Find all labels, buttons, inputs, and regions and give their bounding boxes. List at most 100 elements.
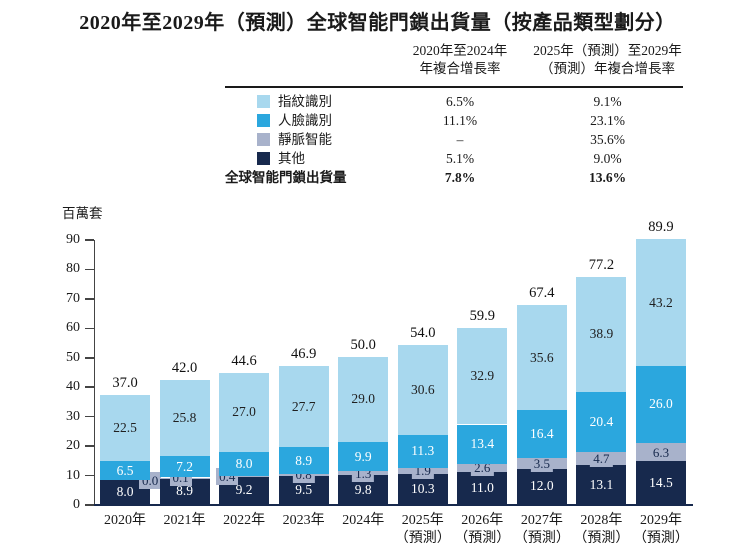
- segment-value-label: 27.7: [291, 398, 316, 414]
- x-axis-forecast-note: （預測）: [632, 531, 689, 546]
- x-axis-category-label: 2022年: [223, 513, 266, 528]
- x-axis-category-label: 2024年: [342, 513, 385, 528]
- x-axis-category-label: 2023年: [282, 513, 325, 528]
- y-axis-tick-label: 50: [66, 349, 80, 365]
- x-axis-category-label: 2025年: [401, 513, 444, 528]
- segment-value-label: 13.4: [470, 436, 495, 452]
- cagr-total-value: 13.6%: [588, 170, 627, 185]
- cagr-value: 6.5%: [445, 94, 475, 109]
- bar-segment-人臉識別: [576, 391, 627, 452]
- bar-segment-指紋識別: [159, 380, 210, 457]
- cagr-total-value: 7.8%: [444, 170, 476, 185]
- y-axis-tick: [85, 327, 94, 330]
- x-axis-forecast-note: （預測）: [573, 531, 630, 546]
- bar-total-label: 67.4: [529, 285, 555, 302]
- bar-segment-人臉識別: [219, 452, 270, 476]
- vein-value-callout: 3.5: [530, 455, 553, 472]
- cagr-table-body: 指紋識別 6.5% 9.1% 人臉識別 11.1% 23.1% 靜脈智能 – 3…: [225, 92, 685, 187]
- segment-value-label: 22.5: [113, 420, 137, 436]
- x-axis-category-label: 2021年: [163, 513, 206, 528]
- vein-value-callout: 6.3: [649, 443, 673, 461]
- segment-value-label: 38.9: [589, 326, 614, 342]
- segment-value-label: 13.1: [589, 476, 614, 492]
- bar-segment-人臉識別: [159, 456, 210, 478]
- cagr-value: 11.1%: [442, 113, 478, 128]
- y-axis-unit-label: 百萬套: [62, 206, 103, 221]
- bar-segment-指紋識別: [516, 305, 567, 411]
- segment-value-label: 16.4: [530, 426, 554, 442]
- bar-segment-指紋識別: [100, 395, 150, 462]
- bar-segment-其他: [576, 465, 627, 504]
- y-axis-tick: [85, 474, 94, 477]
- bar-segment-指紋識別: [397, 344, 448, 435]
- cagr-col1-header: 2020年至2024年 年複合增長率: [380, 42, 540, 78]
- legend-swatch-fingerprint-icon: [257, 95, 270, 108]
- y-axis-tick-label: 10: [66, 467, 80, 483]
- y-axis-tick-label: 0: [73, 497, 80, 512]
- bar-segment-靜脈智能: [219, 475, 270, 477]
- bar-total-label: 42.0: [171, 360, 198, 377]
- bar-segment-其他: [100, 480, 150, 504]
- segment-value-label: 9.2: [235, 482, 253, 498]
- bar-total-label: 54.0: [410, 324, 436, 341]
- legend-swatch-face-icon: [257, 114, 270, 127]
- bar-segment-人臉識別: [635, 366, 686, 443]
- x-axis-category-label: 2027年: [520, 513, 563, 528]
- cagr-value: –: [456, 132, 464, 147]
- legend-label: 人臉識別: [278, 113, 332, 128]
- bar-segment-指紋識別: [635, 239, 686, 367]
- chart-title: 2020年至2029年（預測）全球智能門鎖出貨量（按產品類型劃分）: [79, 12, 676, 34]
- bar-segment-指紋識別: [457, 327, 508, 425]
- bar-segment-指紋識別: [219, 372, 270, 453]
- bar-segment-指紋識別: [338, 356, 389, 443]
- y-axis-tick-label: 80: [66, 261, 80, 277]
- cagr-value: 9.0%: [593, 151, 622, 166]
- y-axis-tick: [85, 239, 94, 241]
- x-axis-forecast-note: （預測）: [454, 531, 511, 546]
- cagr-col1-header-line2: 年複合增長率: [419, 61, 501, 76]
- y-axis-tick: [85, 298, 94, 300]
- table-row: 靜脈智能 – 35.6%: [225, 130, 685, 149]
- x-axis-category-label: 2020年: [104, 513, 146, 528]
- legend-swatch-others-icon: [257, 152, 270, 165]
- cagr-value: 9.1%: [593, 94, 622, 109]
- legend-label: 指紋識別: [278, 94, 332, 109]
- segment-value-label: 43.2: [649, 294, 673, 310]
- segment-value-label: 9.9: [354, 448, 372, 464]
- cagr-value: 35.6%: [590, 132, 625, 147]
- y-axis-tick: [85, 386, 94, 388]
- vein-value-callout: 4.7: [590, 450, 613, 467]
- y-axis-tick: [85, 268, 94, 271]
- legend-label: 其他: [278, 151, 305, 166]
- bar-total-label: 77.2: [588, 256, 615, 273]
- segment-value-label: 10.3: [410, 480, 435, 496]
- y-axis-line: [94, 240, 95, 505]
- segment-value-label: 35.6: [530, 349, 554, 365]
- y-axis-tick-label: 70: [66, 290, 80, 306]
- bar-segment-人臉識別: [397, 434, 448, 469]
- segment-value-label: 12.0: [530, 478, 554, 494]
- y-axis-tick-label: 60: [66, 320, 80, 336]
- segment-value-label: 7.2: [176, 458, 193, 474]
- segment-value-label: 30.6: [410, 381, 435, 397]
- cagr-value: 23.1%: [590, 113, 625, 128]
- y-axis-tick-label: 90: [66, 232, 80, 247]
- table-row: 指紋識別 6.5% 9.1%: [225, 92, 685, 111]
- bar-segment-人臉識別: [457, 424, 508, 464]
- segment-value-label: 9.8: [354, 481, 372, 497]
- segment-value-label: 27.0: [232, 404, 256, 420]
- segment-value-label: 8.9: [295, 452, 313, 468]
- segment-value-label: 6.5: [116, 462, 134, 478]
- segment-value-label: 26.0: [649, 396, 673, 412]
- legend-swatch-vein-icon: [257, 133, 270, 146]
- bar-segment-其他: [457, 471, 508, 504]
- segment-value-label: 14.5: [649, 474, 673, 490]
- bar-total-label: 59.9: [469, 307, 495, 324]
- segment-value-label: 20.4: [589, 413, 614, 429]
- segment-value-label: 11.0: [470, 479, 494, 495]
- total-row-label: 全球智能門鎖出貨量: [225, 170, 347, 185]
- segment-value-label: 29.0: [351, 391, 375, 407]
- x-axis-category-label: 2028年: [580, 513, 623, 528]
